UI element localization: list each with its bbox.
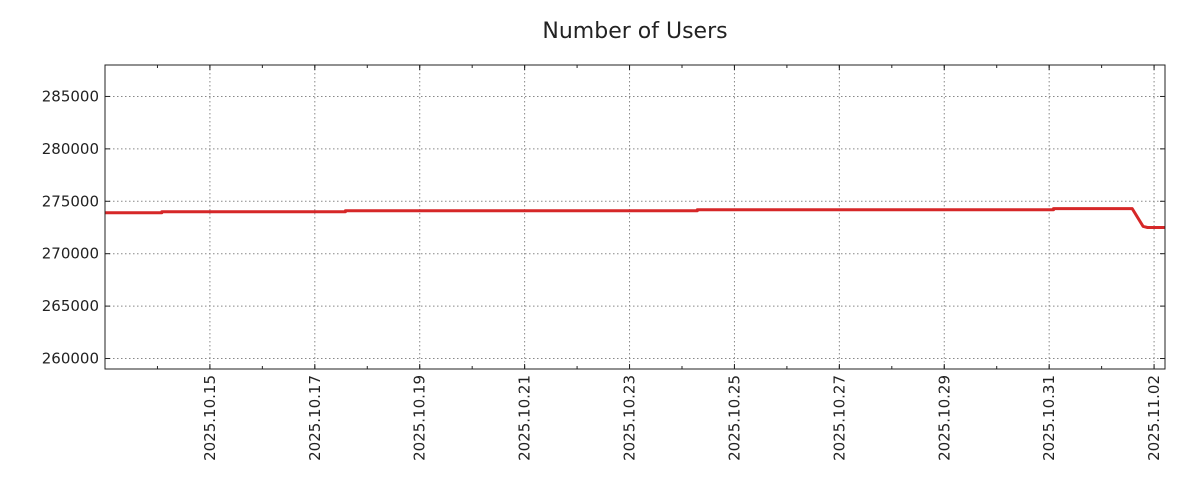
series-layer — [105, 207, 1165, 229]
series-line — [105, 207, 1165, 229]
y-tick-label: 270000 — [42, 245, 99, 263]
y-tick-label: 280000 — [42, 140, 99, 158]
x-tick-label: 2025.10.21 — [516, 375, 534, 461]
x-axis-ticks: 2025.10.15 2025.10.17 2025.10.19 2025.10.21… — [104, 65, 1163, 461]
plot-area-frame — [104, 64, 1166, 370]
chart-title: Number of Users — [542, 19, 727, 44]
y-tick-label: 265000 — [42, 297, 99, 315]
y-axis-ticks: 260000 265000 270000 275000 280000 285000 — [42, 87, 1165, 368]
x-tick-label: 2025.11.02 — [1145, 375, 1163, 461]
x-tick-label: 2025.10.31 — [1040, 375, 1058, 461]
x-tick-label: 2025.10.29 — [935, 375, 953, 461]
x-tick-label: 2025.10.23 — [621, 375, 639, 461]
x-tick-label: 2025.10.27 — [830, 375, 848, 461]
y-tick-label: 260000 — [42, 350, 99, 368]
x-tick-label: 2025.10.25 — [725, 375, 743, 461]
y-tick-label: 275000 — [42, 192, 99, 210]
x-tick-label: 2025.10.15 — [201, 375, 219, 461]
x-tick-label: 2025.10.17 — [306, 375, 324, 461]
x-tick-label: 2025.10.19 — [411, 375, 429, 461]
y-tick-label: 285000 — [42, 87, 99, 105]
grid — [105, 65, 1165, 369]
